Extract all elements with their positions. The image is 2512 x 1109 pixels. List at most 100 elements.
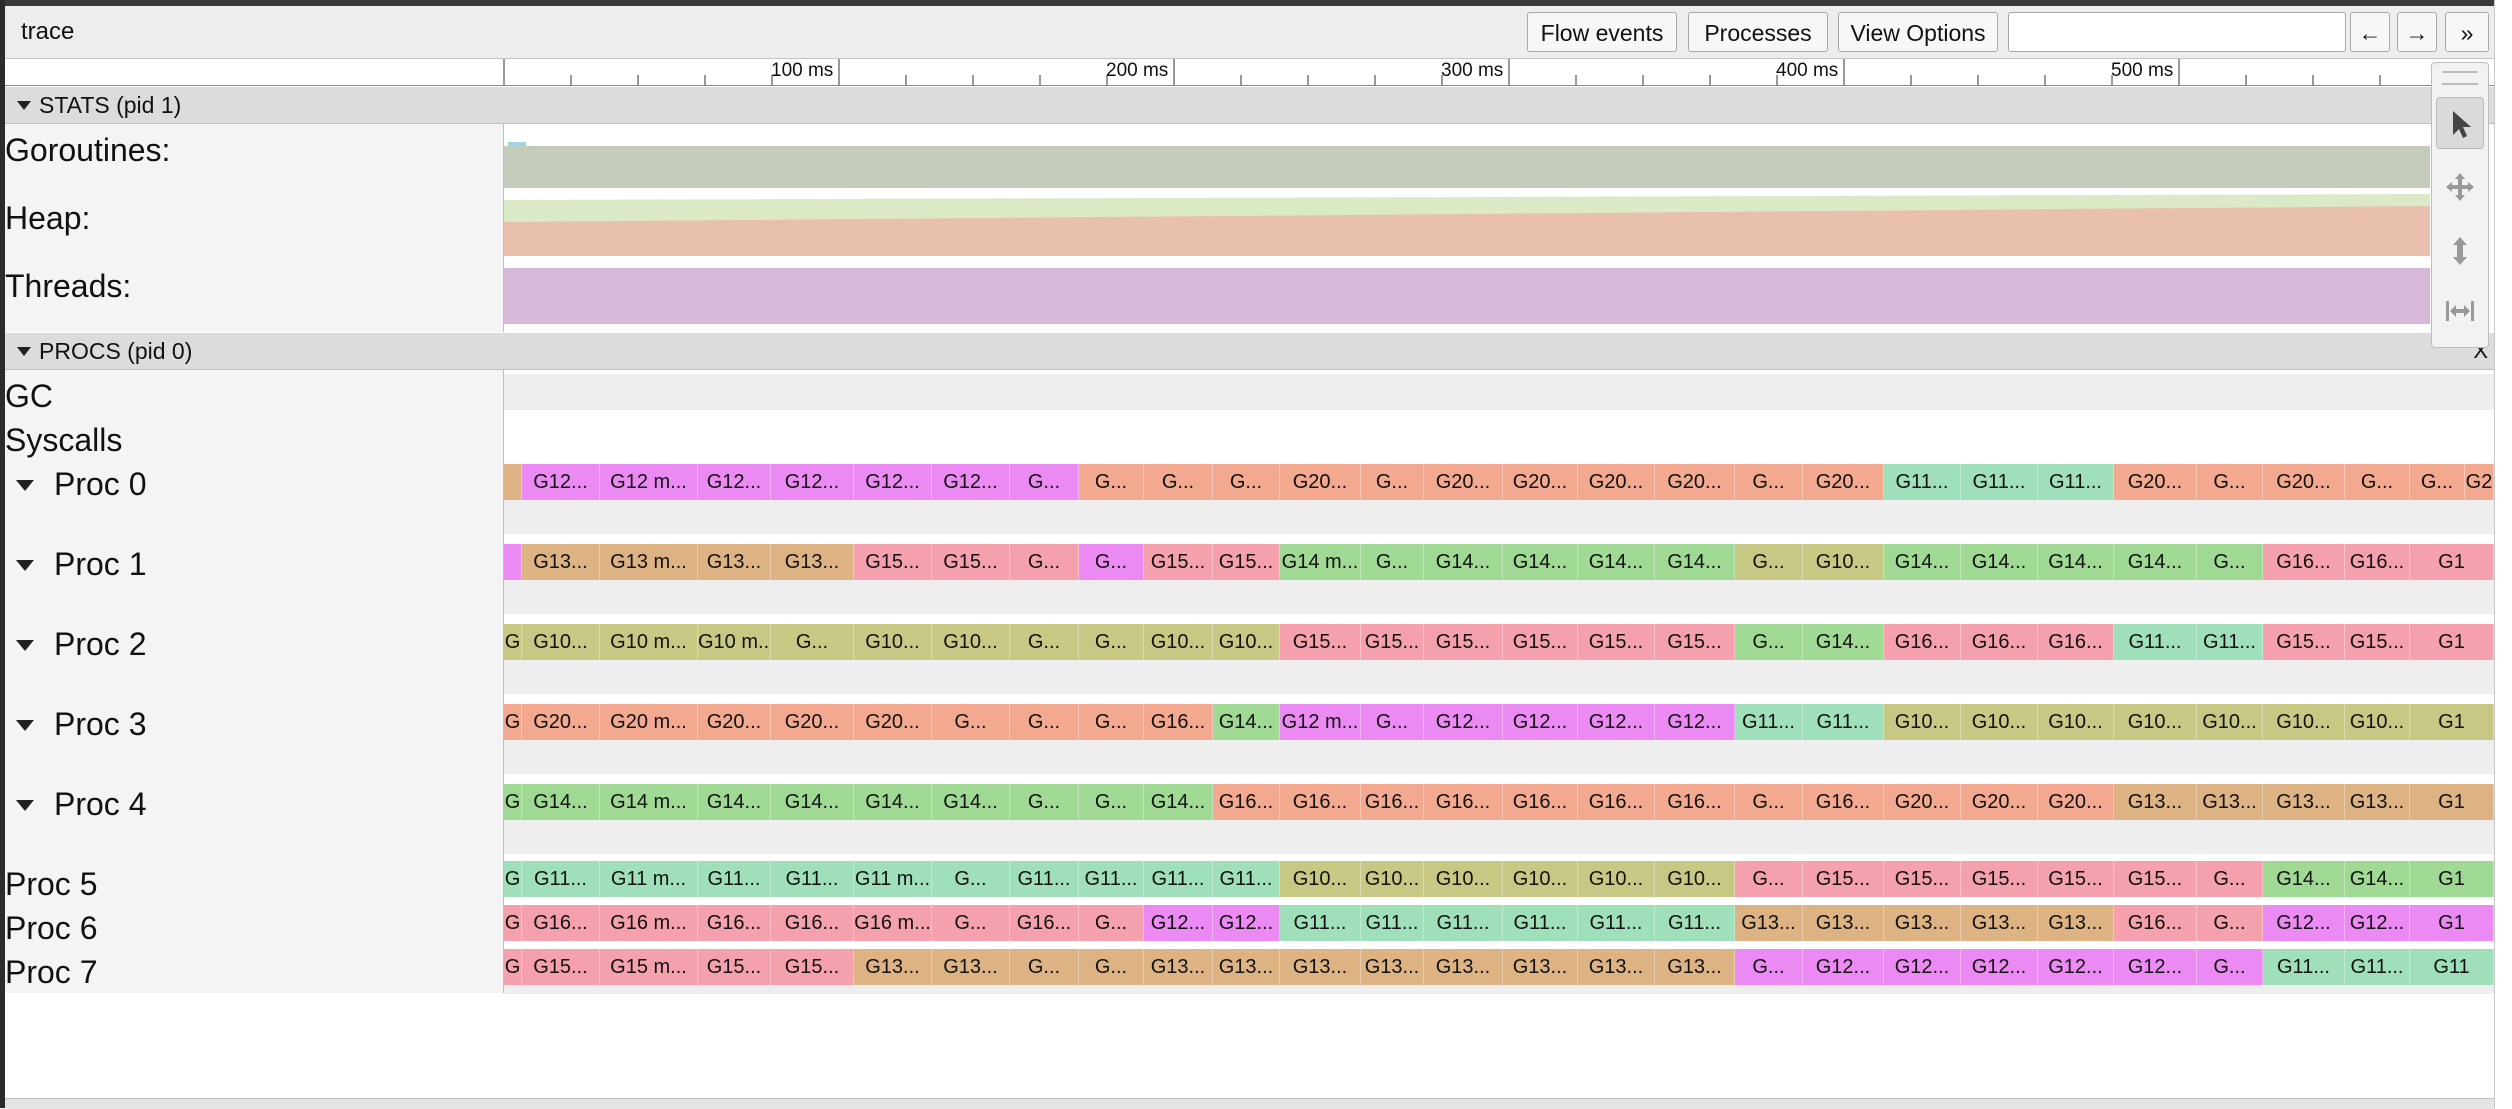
goroutine-slice[interactable]: G...	[1010, 624, 1079, 660]
goroutine-slice[interactable]: G12...	[2345, 905, 2410, 941]
goroutine-slice[interactable]: G13...	[1803, 905, 1884, 941]
goroutine-slice[interactable]: G	[504, 905, 522, 941]
goroutine-slice[interactable]: G12...	[698, 464, 771, 500]
goroutine-slice[interactable]: G...	[1010, 784, 1079, 820]
goroutine-slice[interactable]: G...	[1079, 905, 1144, 941]
goroutine-slice[interactable]: G14...	[771, 784, 854, 820]
goroutine-slice[interactable]: G15...	[1578, 624, 1655, 660]
goroutine-slice[interactable]: G14...	[932, 784, 1010, 820]
goroutine-slice[interactable]: G16...	[2345, 544, 2410, 580]
goroutine-slice[interactable]: G...	[1213, 464, 1280, 500]
goroutine-slice[interactable]: G12...	[2038, 949, 2114, 985]
goroutine-slice[interactable]: G...	[2345, 464, 2410, 500]
goroutine-slice[interactable]: G13...	[1213, 949, 1280, 985]
goroutine-slice[interactable]: G14...	[1803, 624, 1884, 660]
goroutine-slice[interactable]: G10...	[1961, 704, 2038, 740]
goroutine-slice[interactable]: G1	[2410, 704, 2494, 740]
goroutine-slice[interactable]: G...	[932, 704, 1010, 740]
collapse-caret-icon[interactable]	[17, 101, 31, 110]
goroutine-slice[interactable]: G12...	[854, 464, 932, 500]
goroutine-slice[interactable]: G13...	[522, 544, 600, 580]
goroutine-slice[interactable]: G16...	[1213, 784, 1280, 820]
goroutine-slice[interactable]: G16...	[522, 905, 600, 941]
goroutine-slice[interactable]: G10 m...	[698, 624, 771, 660]
goroutine-slice[interactable]: G16...	[1884, 624, 1961, 660]
goroutine-slice[interactable]: G10...	[1503, 861, 1578, 897]
goroutine-slice[interactable]: G20...	[1884, 784, 1961, 820]
goroutine-slice[interactable]: G14 m...	[1280, 544, 1361, 580]
goroutine-slice[interactable]: G14...	[698, 784, 771, 820]
goroutine-slice[interactable]: G12 m...	[1280, 704, 1361, 740]
goroutine-slice[interactable]: G13...	[1424, 949, 1503, 985]
goroutine-slice[interactable]: G10...	[522, 624, 600, 660]
goroutine-slice[interactable]: G12 m...	[600, 464, 698, 500]
goroutine-slice[interactable]: G...	[2197, 905, 2263, 941]
goroutine-slice[interactable]: G13...	[932, 949, 1010, 985]
goroutine-slice[interactable]: G13...	[1655, 949, 1735, 985]
goroutine-slice[interactable]: G20...	[2038, 784, 2114, 820]
goroutine-slice[interactable]: G13...	[1280, 949, 1361, 985]
goroutine-slice[interactable]: G16...	[2038, 624, 2114, 660]
goroutine-slice[interactable]: G...	[1144, 464, 1213, 500]
goroutine-slice[interactable]: G12...	[1803, 949, 1884, 985]
goroutine-slice[interactable]: G10 m...	[600, 624, 698, 660]
goroutine-slice[interactable]: G10...	[2263, 704, 2345, 740]
prev-result-button[interactable]: ←	[2350, 12, 2390, 52]
goroutine-slice[interactable]: G12...	[1655, 704, 1735, 740]
goroutine-slice[interactable]: G11...	[1884, 464, 1961, 500]
goroutine-slice[interactable]: G11...	[2263, 949, 2345, 985]
flow-events-button[interactable]: Flow events	[1527, 12, 1677, 52]
goroutine-slice[interactable]: G13...	[1961, 905, 2038, 941]
goroutine-slice[interactable]: G15...	[771, 949, 854, 985]
goroutine-slice[interactable]: G14...	[1578, 544, 1655, 580]
goroutine-slice[interactable]: G20...	[1424, 464, 1503, 500]
goroutine-slice[interactable]: G...	[1361, 704, 1424, 740]
goroutine-slice[interactable]	[504, 464, 522, 500]
goroutine-slice[interactable]: G12...	[1961, 949, 2038, 985]
goroutine-slice[interactable]: G10...	[1424, 861, 1503, 897]
goroutine-slice[interactable]: G11...	[2345, 949, 2410, 985]
goroutine-slice[interactable]: G14...	[1424, 544, 1503, 580]
goroutine-slice[interactable]: G13...	[2114, 784, 2197, 820]
expand-panel-button[interactable]: »	[2445, 12, 2489, 52]
goroutine-slice[interactable]: G13...	[771, 544, 854, 580]
goroutine-slice[interactable]: G11 m...	[854, 861, 932, 897]
goroutine-slice[interactable]: G15...	[1361, 624, 1424, 660]
goroutine-slice[interactable]: G11...	[2114, 624, 2197, 660]
goroutine-slice[interactable]: G14...	[2038, 544, 2114, 580]
goroutine-slice[interactable]: G10...	[2197, 704, 2263, 740]
goroutine-slice[interactable]: G13...	[854, 949, 932, 985]
goroutine-slice[interactable]: G15...	[1144, 544, 1213, 580]
goroutine-slice[interactable]: G12...	[522, 464, 600, 500]
goroutine-slice[interactable]: G...	[1735, 949, 1803, 985]
goroutine-slice[interactable]: G11...	[522, 861, 600, 897]
goroutine-slice[interactable]: G...	[1735, 624, 1803, 660]
goroutine-slice[interactable]: G	[504, 624, 522, 660]
goroutine-slice[interactable]: G11 m...	[600, 861, 698, 897]
goroutine-slice[interactable]: G11...	[1803, 704, 1884, 740]
goroutine-slice[interactable]: G14...	[2345, 861, 2410, 897]
goroutine-slice[interactable]: G15...	[2114, 861, 2197, 897]
goroutine-slice[interactable]: G1	[2410, 624, 2494, 660]
select-tool-button[interactable]	[2436, 97, 2484, 149]
goroutine-slice[interactable]: G13 m...	[600, 544, 698, 580]
collapse-caret-icon[interactable]	[17, 347, 31, 356]
goroutine-slice[interactable]: G1	[2410, 784, 2494, 820]
goroutine-slice[interactable]: G16...	[1655, 784, 1735, 820]
goroutine-slice[interactable]: G15...	[522, 949, 600, 985]
goroutine-slice[interactable]: G11...	[2038, 464, 2114, 500]
goroutine-slice[interactable]: G11...	[1503, 905, 1578, 941]
goroutine-slice[interactable]: G15...	[1655, 624, 1735, 660]
goroutine-slice[interactable]: G13...	[2263, 784, 2345, 820]
goroutine-slice[interactable]: G13...	[2038, 905, 2114, 941]
goroutine-slice[interactable]: G12...	[1884, 949, 1961, 985]
goroutine-slice[interactable]: G13...	[1503, 949, 1578, 985]
processes-button[interactable]: Processes	[1688, 12, 1828, 52]
goroutine-slice[interactable]: G11...	[2197, 624, 2263, 660]
goroutine-slice[interactable]: G	[504, 861, 522, 897]
goroutine-slice[interactable]: G11...	[1578, 905, 1655, 941]
goroutine-slice[interactable]: G13...	[1735, 905, 1803, 941]
goroutine-slice[interactable]: G20...	[1803, 464, 1884, 500]
goroutine-slice[interactable]: G...	[1735, 464, 1803, 500]
goroutine-slice[interactable]: G11...	[1144, 861, 1213, 897]
